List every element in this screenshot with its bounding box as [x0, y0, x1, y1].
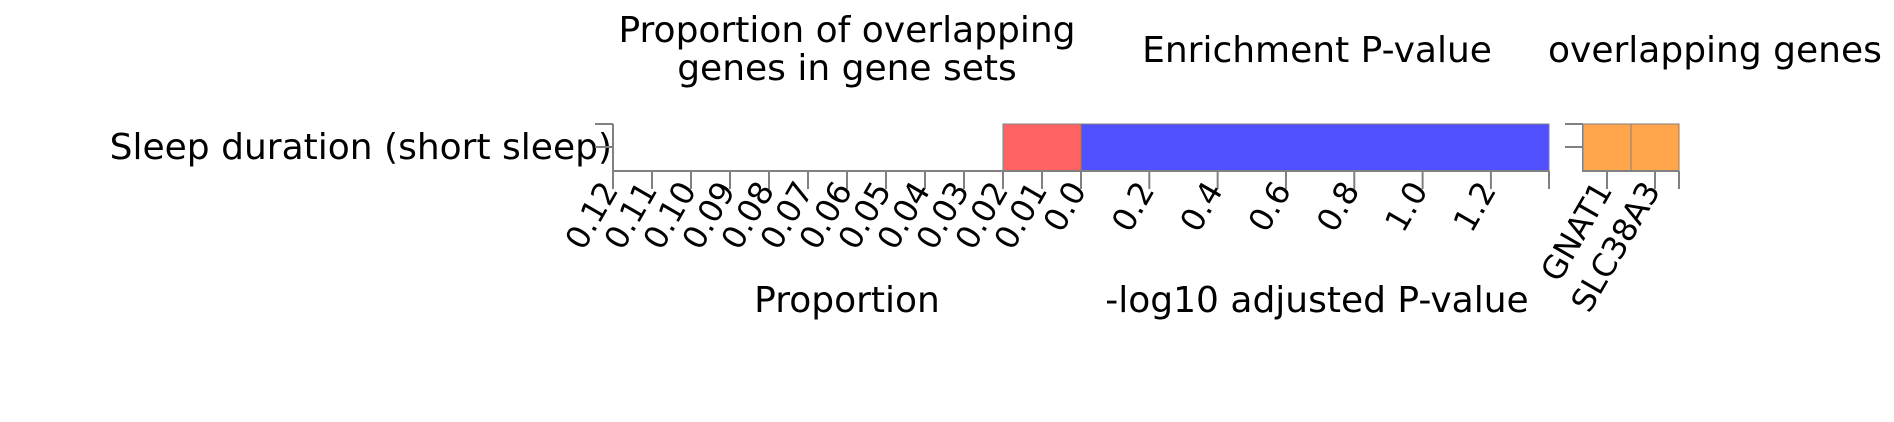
- enrichment-tick-label: 1.2: [1446, 175, 1504, 238]
- proportion-title-line-2: genes in gene sets: [677, 48, 1017, 89]
- enrichment-tick-label: 0.2: [1104, 175, 1162, 238]
- enrichment-tick-label: 0.6: [1241, 175, 1299, 238]
- enrichment-panel: Enrichment P-value 0.2 0.4 0.6 0.8 1.0 1.2 -l…: [1080, 30, 1550, 321]
- enrichment-tick-label: 0.4: [1172, 175, 1230, 238]
- category-label: Sleep duration (short sleep): [110, 127, 612, 168]
- proportion-tick-label: 0.0: [1036, 175, 1094, 238]
- enrichment-axis-label: -log10 adjusted P-value: [1105, 280, 1528, 321]
- gene-cell-slc38a3: [1630, 123, 1680, 172]
- genes-title: overlapping genes: [1548, 30, 1882, 71]
- proportion-title-line-1: Proportion of overlapping: [618, 10, 1075, 51]
- proportion-axis-label: Proportion: [754, 280, 940, 321]
- enrichment-title: Enrichment P-value: [1142, 30, 1492, 71]
- proportion-panel: Proportion of overlapping genes in gene …: [110, 10, 1094, 321]
- enrichment-tick-label: 1.0: [1377, 175, 1435, 238]
- proportion-bar: [1002, 123, 1082, 172]
- gene-cell-gnat1: [1582, 123, 1632, 172]
- enrichment-bar: [1080, 123, 1550, 172]
- enrichment-tick-label: 0.8: [1309, 175, 1367, 238]
